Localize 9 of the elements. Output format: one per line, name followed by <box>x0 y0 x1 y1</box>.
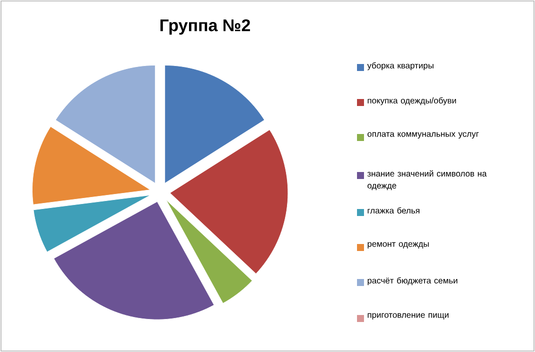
legend-label: приготовление пищи <box>368 313 448 320</box>
chart-title: Группа №2 <box>160 19 250 35</box>
legend-label: глажка белья <box>368 207 420 214</box>
legend-label: уборка квартиры <box>367 62 434 70</box>
legend-label: оплата коммунальных услуг <box>368 132 479 139</box>
legend-label: покупка одежды/обуви <box>368 97 456 106</box>
legend-label: ремонт одежды <box>368 242 429 249</box>
legend-label: расчёт бюджета семьи <box>368 277 458 286</box>
legend-label: знание значений символов на одежде <box>367 170 487 190</box>
